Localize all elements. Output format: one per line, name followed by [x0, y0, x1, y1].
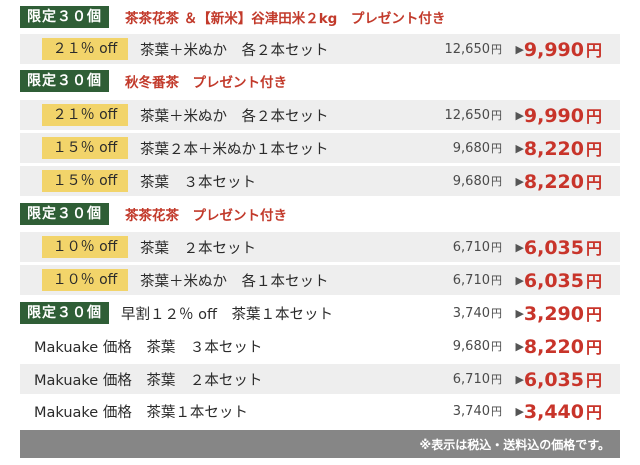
arrow-right-icon: ▶	[515, 273, 524, 287]
limited-badge: 限定３０個	[20, 70, 109, 92]
set-label: 茶葉 ２本セット	[140, 240, 256, 257]
discount-badge: １５％ off	[42, 137, 128, 159]
discount-badge: １５％ off	[42, 170, 128, 192]
promo-text: 秋冬番茶 プレゼント付き	[125, 75, 287, 91]
arrow-right-icon: ▶	[515, 372, 524, 386]
regular-price: 9,680円	[452, 339, 502, 354]
regular-price: 3,740円	[452, 306, 502, 321]
set-label: 早割１２％ off 茶葉１本セット	[121, 306, 333, 323]
arrow-right-icon: ▶	[515, 141, 524, 155]
regular-price: 12,650円	[444, 42, 503, 57]
price-note-footer: ※表示は税込・送料込の価格です。	[20, 430, 620, 458]
price-row[interactable]: １０％ off 茶葉 ２本セット 6,710円 ▶ 6,035 円	[20, 232, 620, 262]
sale-price: 3,440 円	[523, 401, 602, 423]
limited-badge: 限定３０個	[20, 302, 109, 324]
arrow-right-icon: ▶	[515, 174, 524, 188]
arrow-right-icon: ▶	[515, 339, 524, 353]
promo-text: 茶茶花茶 プレゼント付き	[125, 208, 287, 224]
promo-text: 茶茶花茶 ＆【新米】谷津田米２kg プレゼント付き	[125, 11, 446, 27]
price-row-makuake[interactable]: Makuake 価格 茶葉 ２本セット 6,710円 ▶ 6,035 円	[20, 364, 620, 394]
price-row[interactable]: ２１％ off 茶葉＋米ぬか 各２本セット 12,650円 ▶ 9,990 円	[20, 100, 620, 130]
discount-badge: ２１％ off	[42, 104, 128, 126]
group-header: 限定３０個 秋冬番茶 プレゼント付き	[20, 66, 620, 96]
sale-price: 6,035 円	[523, 237, 602, 259]
regular-price: 9,680円	[452, 141, 502, 156]
price-row-early[interactable]: 限定３０個 早割１２％ off 茶葉１本セット 3,740円 ▶ 3,290 円	[20, 298, 620, 328]
sale-price: 9,990 円	[523, 105, 602, 127]
discount-badge: ２１％ off	[42, 38, 128, 60]
set-label: 茶葉＋米ぬか 各１本セット	[140, 273, 329, 290]
price-row-makuake[interactable]: Makuake 価格 茶葉 ３本セット 9,680円 ▶ 8,220 円	[20, 331, 620, 361]
arrow-right-icon: ▶	[515, 404, 524, 418]
sale-price: 8,220 円	[523, 336, 602, 358]
regular-price: 6,710円	[452, 273, 502, 288]
discount-badge: １０％ off	[42, 236, 128, 258]
set-label: 茶葉 ３本セット	[140, 174, 256, 191]
price-row[interactable]: １５％ off 茶葉２本＋米ぬか１本セット 9,680円 ▶ 8,220 円	[20, 133, 620, 163]
arrow-right-icon: ▶	[515, 240, 524, 254]
discount-badge: １０％ off	[42, 269, 128, 291]
set-label: 茶葉＋米ぬか 各２本セット	[140, 42, 329, 59]
sale-price: 9,990 円	[523, 39, 602, 61]
arrow-right-icon: ▶	[515, 42, 524, 56]
regular-price: 12,650円	[444, 108, 503, 123]
regular-price: 6,710円	[452, 372, 502, 387]
limited-badge: 限定３０個	[20, 203, 109, 225]
group-header: 限定３０個 茶茶花茶 ＆【新米】谷津田米２kg プレゼント付き	[20, 2, 620, 32]
sale-price: 8,220 円	[523, 171, 602, 193]
regular-price: 6,710円	[452, 240, 502, 255]
set-label: Makuake 価格 茶葉１本セット	[34, 404, 248, 421]
sale-price: 6,035 円	[523, 270, 602, 292]
price-row[interactable]: １０％ off 茶葉＋米ぬか 各１本セット 6,710円 ▶ 6,035 円	[20, 265, 620, 295]
arrow-right-icon: ▶	[515, 306, 524, 320]
price-row[interactable]: １５％ off 茶葉 ３本セット 9,680円 ▶ 8,220 円	[20, 166, 620, 196]
regular-price: 3,740円	[452, 404, 502, 419]
price-row[interactable]: ２１％ off 茶葉＋米ぬか 各２本セット 12,650円 ▶ 9,990 円	[20, 34, 620, 64]
set-label: Makuake 価格 茶葉 ３本セット	[34, 339, 263, 356]
set-label: Makuake 価格 茶葉 ２本セット	[34, 372, 263, 389]
set-label: 茶葉＋米ぬか 各２本セット	[140, 108, 329, 125]
regular-price: 9,680円	[452, 174, 502, 189]
group-header: 限定３０個 茶茶花茶 プレゼント付き	[20, 199, 620, 229]
sale-price: 6,035 円	[523, 369, 602, 391]
limited-badge: 限定３０個	[20, 6, 109, 28]
arrow-right-icon: ▶	[515, 108, 524, 122]
set-label: 茶葉２本＋米ぬか１本セット	[140, 141, 329, 158]
price-row-makuake[interactable]: Makuake 価格 茶葉１本セット 3,740円 ▶ 3,440 円	[20, 396, 620, 426]
sale-price: 3,290 円	[523, 303, 602, 325]
sale-price: 8,220 円	[523, 138, 602, 160]
